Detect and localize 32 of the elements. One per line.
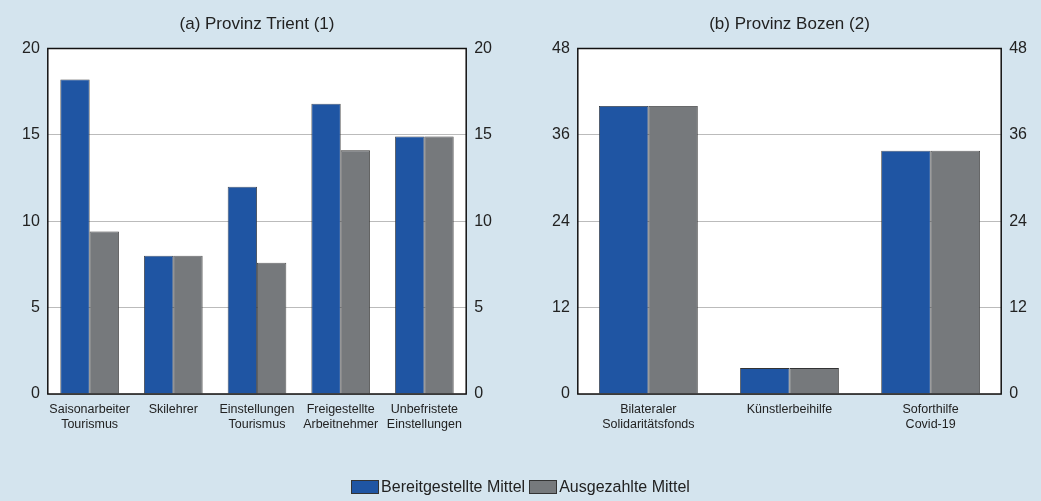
y2-tick-label: 5 [474, 298, 484, 316]
x-tick-label: Unbefristete Einstellungen [386, 401, 462, 431]
y-tick-label: 5 [30, 298, 40, 316]
y-tick-label: 20 [22, 38, 40, 56]
y-tick-label: 15 [22, 125, 40, 143]
x-tick-label: Freigestellte Arbeitnehmer [303, 401, 379, 431]
y2-tick-label: 12 [1009, 298, 1028, 316]
y-tick-label: 48 [552, 38, 570, 56]
x-tick-label: Soforthilfe Covid-19 [902, 401, 959, 431]
y2-tick-label: 36 [1009, 125, 1028, 143]
y2-tick-label: 48 [1009, 38, 1028, 56]
y2-tick-label: 0 [1009, 384, 1019, 402]
legend-label: Bereitgestellte Mittel [381, 478, 526, 496]
x-tick-label: Skilehrer [148, 401, 198, 416]
y-tick-label: 12 [552, 298, 570, 316]
y-tick-label: 0 [30, 384, 40, 402]
x-tick-label: Saisonarbeiter Tourismus [49, 401, 130, 431]
y-tick-label: 36 [552, 125, 570, 143]
y2-tick-label: 20 [474, 38, 493, 56]
y-tick-label: 0 [560, 384, 570, 402]
x-tick-label: Künstlerbeihilfe [746, 401, 833, 416]
y-tick-label: 24 [552, 211, 570, 229]
x-tick-label: Bilateraler Solidaritätsfonds [602, 401, 695, 431]
y-tick-label: 10 [22, 211, 40, 229]
chart-title: (a) Provinz Trient (1) [179, 13, 335, 33]
chart-title: (b) Provinz Bozen (2) [709, 13, 870, 33]
legend-label: Ausgezahlte Mittel [559, 478, 690, 496]
x-tick-label: Einstellungen Tourismus [219, 401, 295, 431]
y2-tick-label: 24 [1009, 211, 1028, 229]
y2-tick-label: 15 [474, 125, 493, 143]
y2-tick-label: 0 [474, 384, 484, 402]
y2-tick-label: 10 [474, 211, 493, 229]
